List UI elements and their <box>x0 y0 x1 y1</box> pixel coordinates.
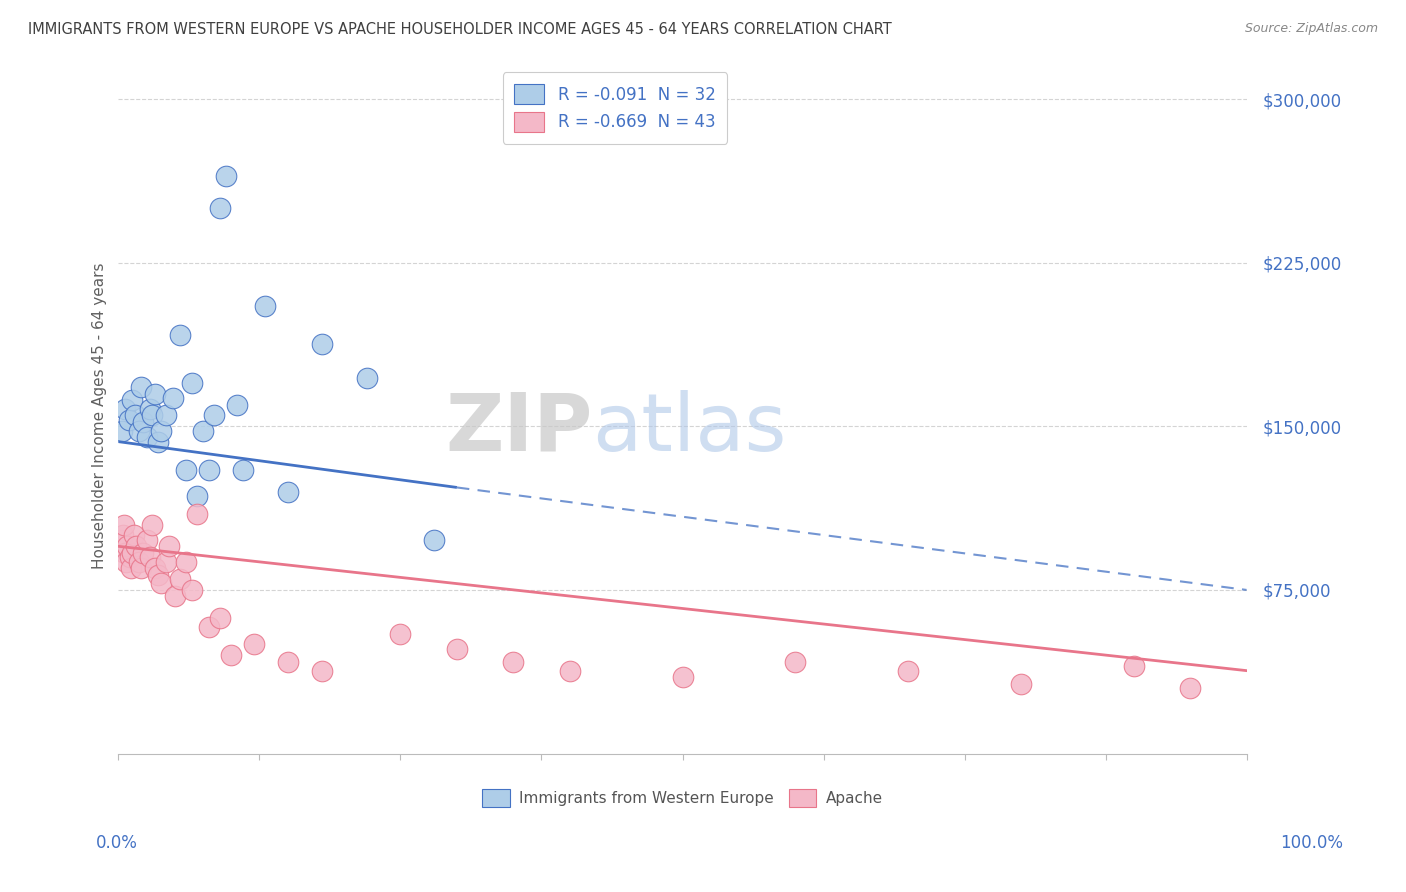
Point <box>225 398 247 412</box>
Point <box>389 626 412 640</box>
Point <box>502 655 524 669</box>
Text: 0.0%: 0.0% <box>96 834 138 852</box>
Point <box>115 555 138 569</box>
Point <box>277 655 299 669</box>
Point <box>785 655 807 669</box>
Point <box>169 572 191 586</box>
Point <box>118 550 141 565</box>
Point <box>254 300 277 314</box>
Point <box>132 415 155 429</box>
Point <box>1178 681 1201 695</box>
Point <box>110 533 132 547</box>
Point <box>143 386 166 401</box>
Point <box>122 528 145 542</box>
Point <box>277 484 299 499</box>
Point <box>180 582 202 597</box>
Point <box>114 401 136 416</box>
Point <box>111 424 134 438</box>
Point <box>117 539 139 553</box>
Point <box>1010 677 1032 691</box>
Point <box>423 533 446 547</box>
Point <box>146 567 169 582</box>
Point <box>150 576 173 591</box>
Point <box>208 202 231 216</box>
Point <box>219 648 242 663</box>
Point <box>163 590 186 604</box>
Point <box>186 507 208 521</box>
Point <box>132 546 155 560</box>
Point <box>202 409 225 423</box>
Point <box>671 670 693 684</box>
Point <box>197 620 219 634</box>
Point <box>169 327 191 342</box>
Point <box>117 413 139 427</box>
Point <box>180 376 202 390</box>
Point <box>214 169 236 183</box>
Point <box>197 463 219 477</box>
Point <box>129 380 152 394</box>
Point <box>446 641 468 656</box>
Point <box>141 517 163 532</box>
Point <box>157 539 180 553</box>
Point <box>139 550 162 565</box>
Point <box>174 555 197 569</box>
Point <box>114 546 136 560</box>
Point <box>150 424 173 438</box>
Point <box>121 393 143 408</box>
Point <box>129 561 152 575</box>
Point <box>135 430 157 444</box>
Text: IMMIGRANTS FROM WESTERN EUROPE VS APACHE HOUSEHOLDER INCOME AGES 45 - 64 YEARS C: IMMIGRANTS FROM WESTERN EUROPE VS APACHE… <box>28 22 891 37</box>
Point <box>174 463 197 477</box>
Point <box>128 424 150 438</box>
Point <box>311 336 333 351</box>
Point <box>146 434 169 449</box>
Point <box>186 489 208 503</box>
Point <box>128 555 150 569</box>
Point <box>162 391 184 405</box>
Point <box>155 555 177 569</box>
Point <box>141 409 163 423</box>
Legend: Immigrants from Western Europe, Apache: Immigrants from Western Europe, Apache <box>477 782 889 814</box>
Point <box>191 424 214 438</box>
Point <box>356 371 378 385</box>
Point <box>311 664 333 678</box>
Text: 100.0%: 100.0% <box>1279 834 1343 852</box>
Point <box>124 409 146 423</box>
Y-axis label: Householder Income Ages 45 - 64 years: Householder Income Ages 45 - 64 years <box>93 262 107 569</box>
Point <box>143 561 166 575</box>
Point <box>558 664 581 678</box>
Text: ZIP: ZIP <box>446 390 592 468</box>
Point <box>155 409 177 423</box>
Point <box>112 517 135 532</box>
Point <box>135 533 157 547</box>
Point <box>232 463 254 477</box>
Text: atlas: atlas <box>592 390 786 468</box>
Point <box>121 546 143 560</box>
Point <box>208 611 231 625</box>
Point <box>243 638 266 652</box>
Point <box>120 561 142 575</box>
Text: Source: ZipAtlas.com: Source: ZipAtlas.com <box>1244 22 1378 36</box>
Point <box>111 528 134 542</box>
Point <box>125 539 148 553</box>
Point <box>897 664 920 678</box>
Point <box>1122 659 1144 673</box>
Point <box>139 401 162 416</box>
